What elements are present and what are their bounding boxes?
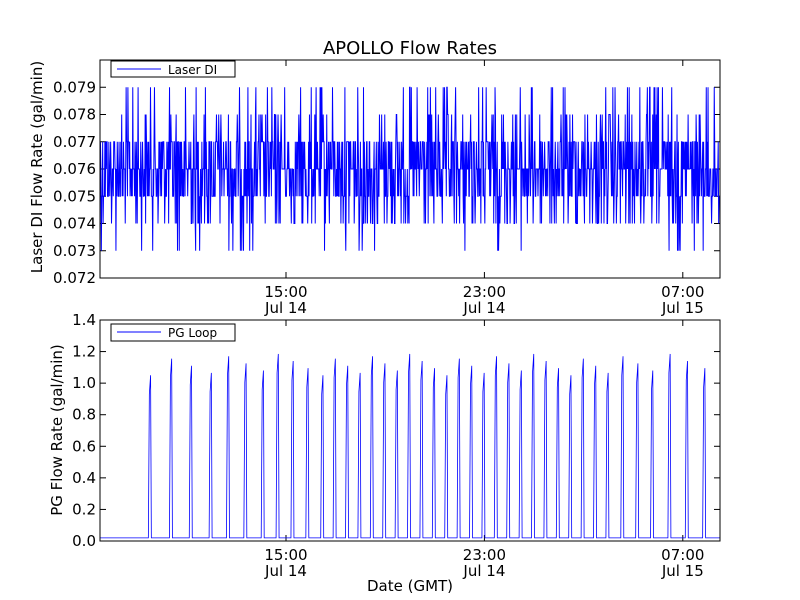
x-tick-time-label: 07:00 bbox=[661, 283, 704, 301]
x-tick-time-label: 15:00 bbox=[264, 283, 307, 301]
y-tick-label: 1.4 bbox=[72, 311, 96, 329]
x-axis-label: Date (GMT) bbox=[367, 577, 453, 595]
y-tick-label: 0.072 bbox=[53, 269, 96, 287]
y-tick-label: 0.076 bbox=[53, 160, 96, 178]
laser-di-legend: Laser DI bbox=[110, 60, 236, 78]
y-tick-label: 0.073 bbox=[53, 242, 96, 260]
laser-di-y-ticks: 0.072 0.073 0.074 0.075 0.076 0.077 0.078 0.079 bbox=[53, 78, 720, 287]
y-tick-label: 0.078 bbox=[53, 106, 96, 124]
pg-loop-legend: PG Loop bbox=[110, 323, 236, 342]
pg-loop-legend-box bbox=[110, 323, 236, 342]
y-tick-label: 1.0 bbox=[72, 374, 96, 392]
y-tick-label: 0.074 bbox=[53, 215, 96, 233]
x-tick-date-label: Jul 14 bbox=[462, 299, 505, 317]
laser-di-y-axis-label: Laser DI Flow Rate (gal/min) bbox=[28, 61, 46, 273]
x-tick-time-label: 23:00 bbox=[463, 283, 506, 301]
pg-loop-y-axis-label: PG Flow Rate (gal/min) bbox=[48, 344, 66, 516]
y-tick-label: 0.8 bbox=[72, 406, 96, 424]
x-tick-time-label: 23:00 bbox=[463, 546, 506, 564]
y-tick-label: 0.077 bbox=[53, 133, 96, 151]
y-tick-label: 0.4 bbox=[72, 469, 96, 487]
y-tick-label: 0.6 bbox=[72, 437, 96, 455]
pg-loop-legend-label: PG Loop bbox=[168, 326, 217, 340]
x-tick-date-label: Jul 15 bbox=[661, 299, 704, 317]
x-tick-date-label: Jul 14 bbox=[264, 562, 307, 580]
laser-di-panel: 0.072 0.073 0.074 0.075 0.076 0.077 0.078 0.079… bbox=[28, 59, 721, 317]
x-tick-date-label: Jul 14 bbox=[264, 299, 307, 317]
x-tick-time-label: 15:00 bbox=[264, 546, 307, 564]
y-tick-label: 0.075 bbox=[53, 187, 96, 205]
pg-loop-series-line bbox=[100, 353, 720, 539]
x-tick-time-label: 07:00 bbox=[661, 546, 704, 564]
laser-di-legend-box bbox=[110, 60, 236, 78]
y-tick-label: 1.2 bbox=[72, 343, 96, 361]
laser-di-axes-frame bbox=[99, 59, 721, 279]
laser-di-series-line bbox=[100, 86, 720, 251]
chart-title: APOLLO Flow Rates bbox=[323, 38, 497, 59]
y-tick-label: 0.079 bbox=[53, 78, 96, 96]
y-tick-label: 0.0 bbox=[72, 532, 96, 550]
x-tick-date-label: Jul 14 bbox=[462, 562, 505, 580]
pg-loop-axes-frame bbox=[99, 319, 721, 542]
y-tick-label: 0.2 bbox=[72, 500, 96, 518]
x-tick-date-label: Jul 15 bbox=[661, 562, 704, 580]
pg-loop-y-ticks: 0.0 0.2 0.4 0.6 0.8 1.0 1.2 1.4 bbox=[72, 311, 720, 550]
laser-di-legend-label: Laser DI bbox=[168, 63, 217, 77]
